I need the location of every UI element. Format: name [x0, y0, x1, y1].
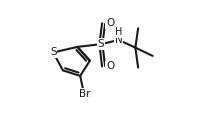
Text: N: N — [115, 35, 123, 45]
Text: S: S — [50, 47, 56, 57]
Text: O: O — [106, 61, 114, 71]
Text: O: O — [106, 18, 114, 28]
Text: Br: Br — [79, 89, 91, 99]
Text: S: S — [98, 39, 104, 49]
Text: H: H — [115, 27, 122, 37]
